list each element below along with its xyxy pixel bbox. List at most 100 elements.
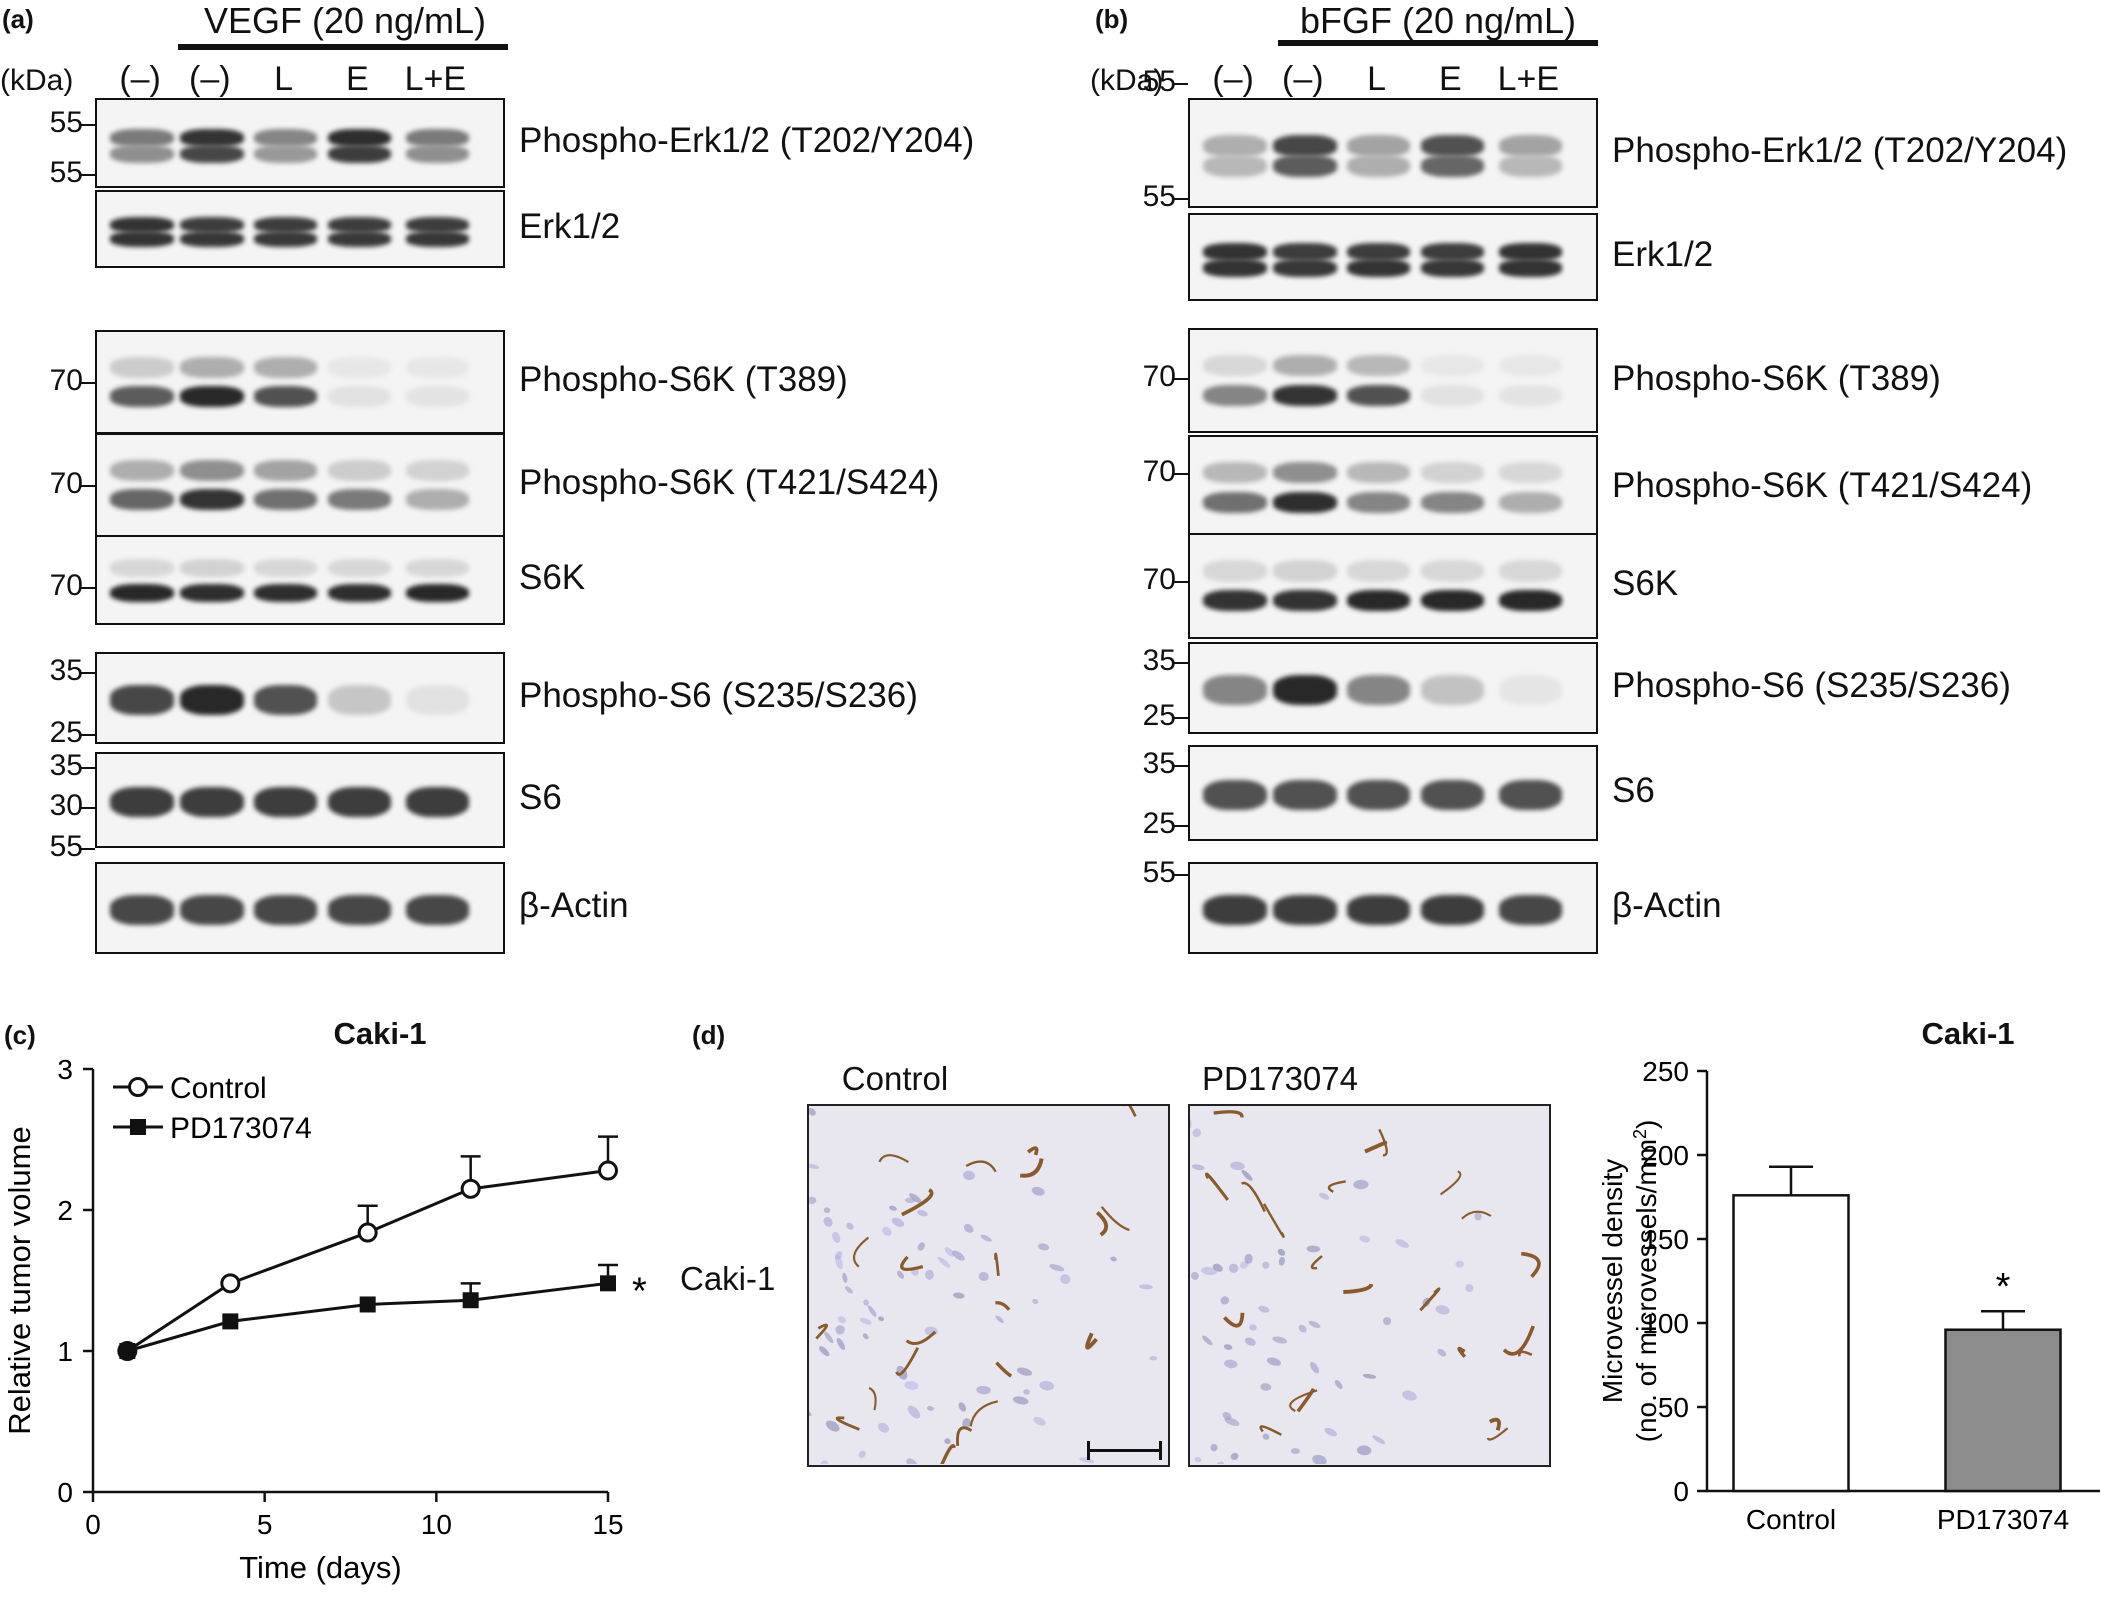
mw-marker-label: 55	[1106, 65, 1176, 99]
scale-bar-left-cap	[1087, 1441, 1090, 1460]
cell-nucleus	[1455, 1261, 1464, 1268]
microvessel	[1441, 1171, 1461, 1194]
cell-nucleus	[994, 1314, 1004, 1324]
mw-marker-label: 70	[13, 569, 83, 603]
cell-nucleus	[1244, 1336, 1257, 1347]
protein-band	[1347, 675, 1411, 704]
data-point-pd173074	[222, 1313, 238, 1329]
protein-band	[406, 231, 470, 247]
blot-membrane	[1188, 98, 1598, 208]
microvessel	[1420, 1289, 1439, 1310]
cell-nucleus	[916, 1209, 928, 1218]
cell-nucleus	[1191, 1127, 1203, 1139]
cell-nucleus	[844, 1285, 854, 1295]
blot-membrane	[95, 862, 505, 954]
protein-label: Phospho-Erk1/2 (T202/Y204)	[1612, 131, 2067, 171]
microvessel	[1490, 1420, 1499, 1431]
protein-band	[1273, 590, 1337, 611]
protein-band	[1273, 895, 1337, 924]
protein-band	[1203, 155, 1267, 177]
blot-membrane	[1188, 642, 1598, 734]
protein-band	[1499, 385, 1563, 406]
protein-band	[254, 787, 318, 818]
cell-nucleus	[1435, 1304, 1451, 1316]
panel-a-treatment-bar	[178, 44, 508, 50]
mw-marker-tick	[81, 767, 95, 769]
protein-band	[1347, 462, 1411, 483]
protein-band	[328, 386, 392, 407]
cell-nucleus	[862, 1332, 870, 1340]
cell-nucleus	[1362, 1373, 1376, 1380]
protein-band	[1499, 355, 1563, 376]
lane-label: L+E	[390, 60, 480, 99]
cell-nucleus	[837, 1315, 848, 1325]
cell-nucleus	[822, 1215, 835, 1228]
cell-nucleus	[944, 1438, 951, 1444]
protein-band	[254, 685, 318, 714]
cell-nucleus	[1464, 1283, 1474, 1293]
microvessel	[1519, 1352, 1532, 1356]
cell-nucleus	[1291, 1448, 1301, 1454]
data-point-pd173074	[119, 1343, 135, 1359]
mw-marker-tick	[81, 382, 95, 384]
blot-membrane	[95, 330, 505, 434]
protein-band	[180, 489, 244, 510]
cell-nucleus	[1059, 1273, 1072, 1286]
protein-band	[406, 357, 470, 378]
protein-band	[1347, 895, 1411, 924]
cell-nucleus	[1353, 1180, 1368, 1189]
protein-band	[1499, 135, 1563, 157]
x-tick-label: 5	[257, 1509, 273, 1540]
protein-band	[1499, 590, 1563, 611]
cell-nucleus	[1272, 1335, 1288, 1344]
protein-band	[1499, 259, 1563, 277]
y-tick-label: 3	[57, 1054, 73, 1085]
protein-label: β-Actin	[1612, 886, 1722, 926]
protein-label: Erk1/2	[519, 207, 620, 247]
microvessel	[879, 1155, 908, 1162]
protein-band	[1273, 155, 1337, 177]
cell-nucleus	[957, 1401, 968, 1413]
protein-band	[1421, 590, 1485, 611]
cell-nucleus	[905, 1403, 922, 1420]
protein-band	[1203, 259, 1267, 277]
cell-nucleus	[823, 1330, 835, 1344]
protein-band	[1421, 135, 1485, 157]
panel-a-kda-label: (kDa)	[0, 64, 73, 98]
mw-marker-label: 55	[1106, 856, 1176, 890]
protein-band	[1203, 385, 1267, 406]
cell-nucleus	[1209, 1443, 1219, 1453]
y-tick-label: 250	[1642, 1056, 1689, 1087]
cell-nucleus	[809, 1407, 813, 1417]
mw-marker-tick	[1174, 581, 1188, 583]
micrograph-row-label: Caki-1	[680, 1260, 775, 1298]
protein-band	[1273, 135, 1337, 157]
protein-band	[1273, 780, 1337, 811]
blot-membrane	[1188, 328, 1598, 433]
blot-membrane	[1188, 533, 1598, 639]
y-tick-label: 2	[57, 1195, 73, 1226]
image-title-pd173074: PD173074	[1180, 1060, 1380, 1098]
data-point-pd173074	[600, 1275, 616, 1291]
protein-band	[180, 685, 244, 714]
mw-marker-label: 25	[1106, 807, 1176, 841]
blot-membrane	[1188, 213, 1598, 301]
protein-label: S6K	[519, 558, 585, 598]
cell-nucleus	[1357, 1445, 1372, 1456]
protein-band	[1499, 462, 1563, 483]
mw-marker-label: 55	[13, 156, 83, 190]
cell-nucleus	[809, 1163, 820, 1170]
cell-nucleus	[866, 1304, 878, 1318]
cell-nucleus	[1333, 1379, 1344, 1391]
cell-nucleus	[817, 1345, 831, 1358]
x-tick-label: 10	[421, 1509, 452, 1540]
protein-band	[110, 895, 174, 924]
mw-marker-tick	[1174, 765, 1188, 767]
cell-nucleus	[1311, 1453, 1328, 1464]
cell-nucleus	[1394, 1237, 1410, 1249]
protein-band	[110, 584, 174, 602]
cell-nucleus	[896, 1270, 906, 1281]
cell-nucleus	[1323, 1426, 1338, 1438]
protein-band	[406, 386, 470, 407]
